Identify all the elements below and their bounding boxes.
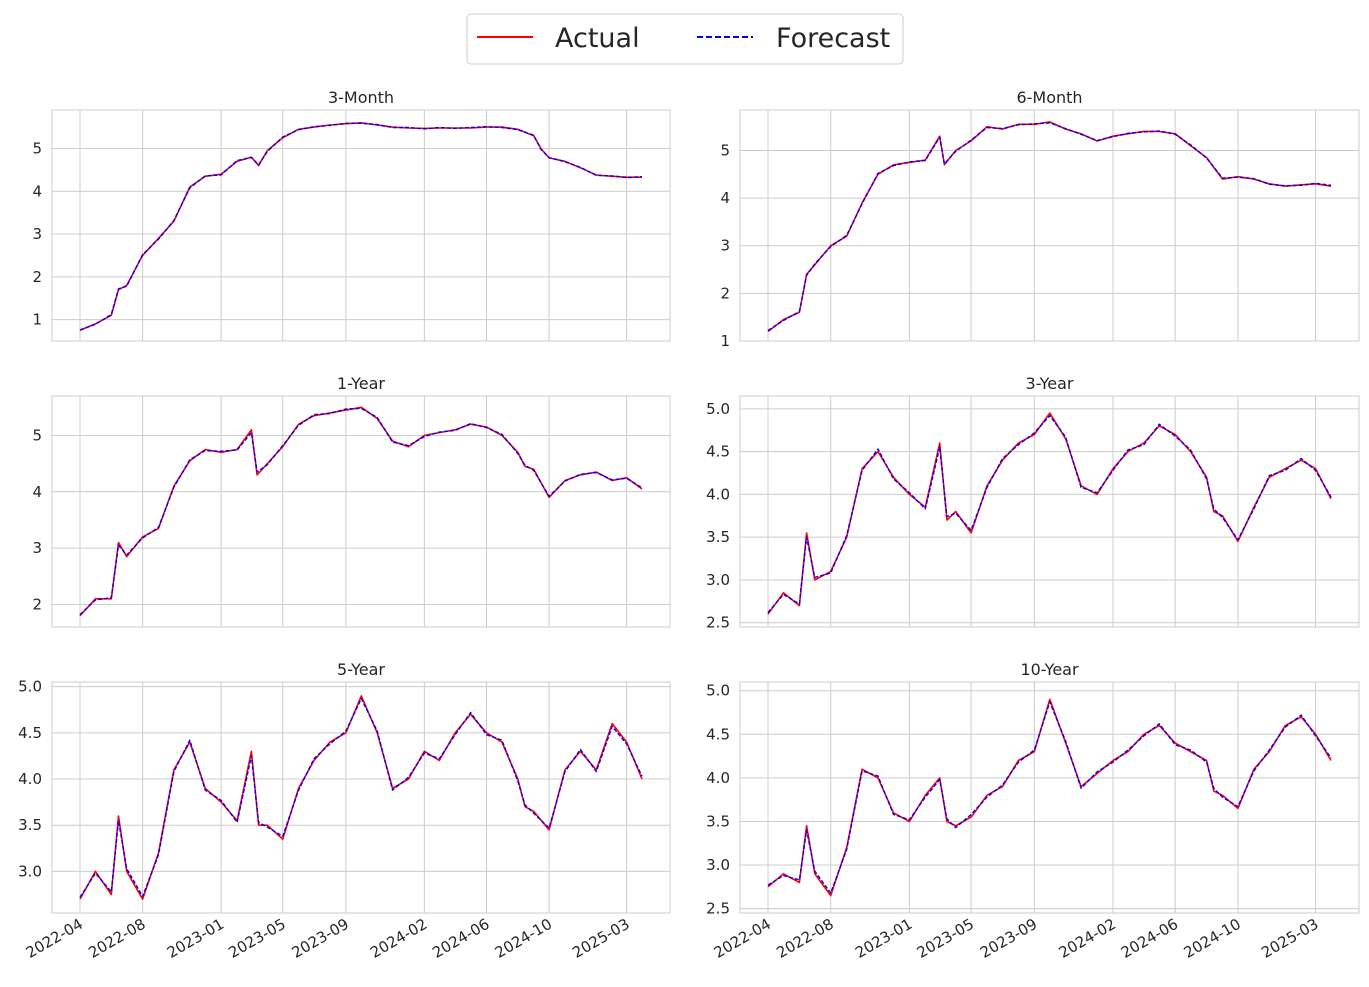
subplots: 1 2 3 4 5 3-Month 1 2 3 4 5 6-Month 2 3 4 5 1-Year 2.5 3.0…	[18, 88, 1360, 962]
y-tick-label: 4.5	[18, 724, 42, 742]
y-tick-label: 1	[32, 311, 42, 329]
x-tick-label: 2024-10	[492, 915, 555, 962]
x-tick-label: 2022-08	[85, 915, 148, 962]
x-tick-label: 2024-06	[429, 915, 492, 962]
y-tick-label: 4.5	[706, 443, 730, 461]
y-tick-label: 2	[720, 284, 730, 302]
subplot-title: 3-Year	[1026, 374, 1074, 393]
y-tick-label: 2	[32, 595, 42, 613]
series-line-forecast	[79, 697, 643, 898]
subplot-1-year: 2 3 4 5 1-Year	[32, 374, 671, 628]
y-tick-label: 4.0	[18, 770, 42, 788]
y-tick-label: 2.5	[706, 900, 730, 918]
plot-area-3-year	[739, 395, 1360, 628]
y-tick-label: 4.0	[706, 485, 730, 503]
plot-area-1-year	[51, 395, 671, 628]
y-tick-label: 4	[720, 189, 730, 207]
y-tick-label: 3	[32, 539, 42, 557]
y-tick-label: 5	[32, 140, 42, 158]
y-tick-label: 5.0	[706, 682, 730, 700]
y-tick-label: 3.0	[706, 856, 730, 874]
subplot-title: 1-Year	[337, 374, 385, 393]
subplot-title: 6-Month	[1016, 88, 1082, 107]
subplot-3-year: 2.5 3.0 3.5 4.0 4.5 5.0 3-Year	[706, 374, 1360, 632]
x-tick-label: 2023-09	[289, 915, 352, 962]
series-line-forecast	[767, 122, 1332, 332]
y-tick-label: 4	[32, 483, 42, 501]
y-tick-label: 3.0	[706, 571, 730, 589]
y-tick-label: 5	[720, 141, 730, 159]
y-tick-label: 3.0	[18, 862, 42, 880]
x-tick-label: 2023-01	[164, 915, 227, 962]
y-tick-label: 5.0	[18, 678, 42, 696]
series-line-forecast	[79, 122, 643, 331]
y-tick-label: 4.0	[706, 769, 730, 787]
x-tick-label: 2025-03	[569, 915, 632, 962]
x-tick-label: 2022-08	[773, 915, 836, 962]
x-tick-label: 2023-09	[977, 915, 1040, 962]
series-line-actual	[79, 406, 643, 617]
plot-area-5-year	[51, 681, 671, 914]
y-tick-label: 5.0	[706, 400, 730, 418]
x-tick-label: 2022-04	[23, 915, 86, 962]
x-tick-label: 2023-05	[225, 915, 288, 962]
x-tick-label: 2022-04	[711, 915, 774, 962]
x-tick-label: 2023-01	[852, 915, 915, 962]
y-tick-label: 4	[32, 182, 42, 200]
x-tick-label: 2023-05	[914, 915, 977, 962]
subplot-3-month: 1 2 3 4 5 3-Month	[32, 88, 671, 342]
plot-area-10-year	[739, 681, 1360, 914]
y-tick-label: 4.5	[706, 725, 730, 743]
y-tick-label: 3	[32, 225, 42, 243]
subplot-6-month: 1 2 3 4 5 6-Month	[720, 88, 1360, 350]
y-tick-label: 1	[720, 332, 730, 350]
legend-label-forecast: Forecast	[776, 23, 890, 54]
x-tick-label: 2024-02	[367, 915, 430, 962]
y-tick-label: 2.5	[706, 614, 730, 632]
y-tick-label: 3.5	[706, 528, 730, 546]
y-tick-label: 5	[32, 426, 42, 444]
subplot-title: 3-Month	[328, 88, 394, 107]
legend-label-actual: Actual	[555, 23, 640, 54]
x-tick-label: 2024-10	[1181, 915, 1244, 962]
legend-frame	[466, 13, 904, 65]
y-tick-label: 3	[720, 237, 730, 255]
x-tick-label: 2024-02	[1056, 915, 1119, 962]
x-tick-label: 2024-06	[1118, 915, 1181, 962]
y-tick-label: 2	[32, 268, 42, 286]
series-line-forecast	[767, 415, 1332, 613]
y-tick-label: 3.5	[18, 816, 42, 834]
series-line-forecast	[767, 701, 1332, 894]
subplot-title: 5-Year	[337, 660, 385, 679]
subplot-title: 10-Year	[1020, 660, 1079, 679]
legend: Actual Forecast	[466, 13, 904, 65]
plot-area-6-month	[739, 109, 1360, 342]
y-tick-label: 3.5	[706, 812, 730, 830]
x-tick-label: 2025-03	[1258, 915, 1321, 962]
plot-area-3-month	[51, 109, 671, 342]
